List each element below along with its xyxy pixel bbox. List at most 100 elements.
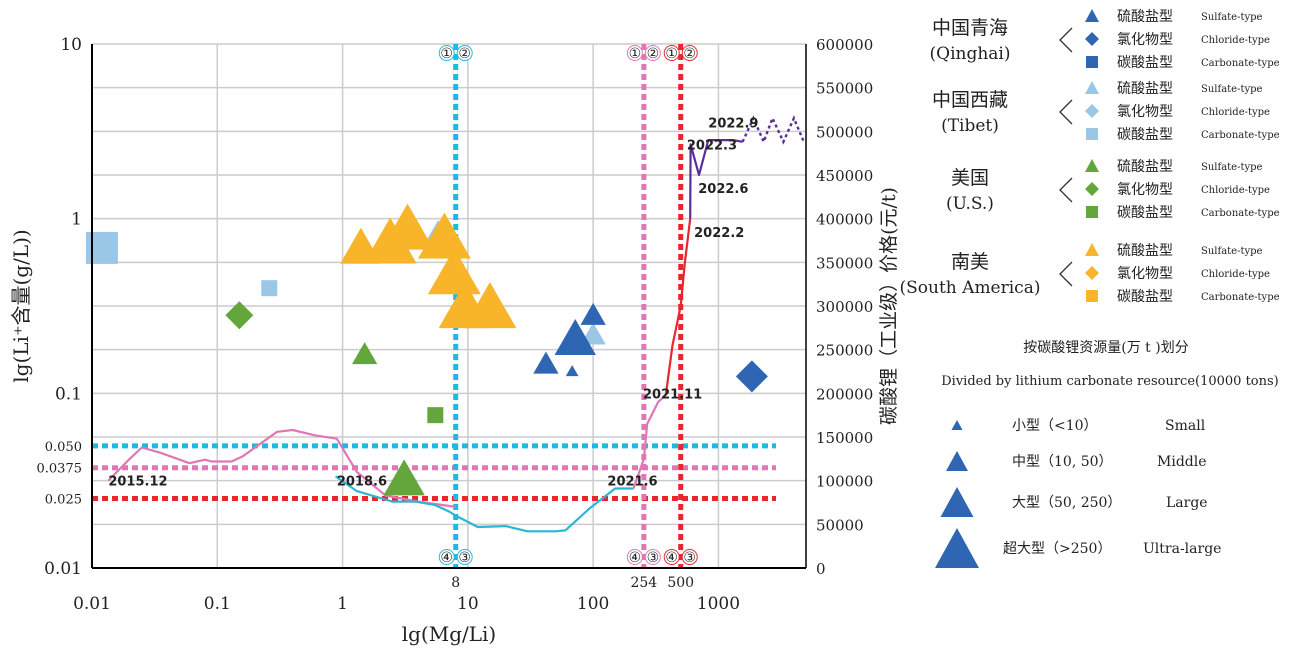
zone-marker-label: ②	[683, 46, 696, 62]
legend-item-cn: 碳酸盐型	[1117, 127, 1173, 143]
legend-group-name: 中国西藏	[932, 89, 1008, 111]
zone-marker-label: ①	[665, 46, 678, 62]
size-legend-marker	[951, 420, 963, 430]
legend-item-cn: 氯化物型	[1117, 266, 1173, 282]
y2-tick-label: 500000	[816, 123, 873, 141]
y-axis-title: lg(Li⁺含量(g/L))	[9, 229, 33, 382]
legend-marker-diamond	[1085, 266, 1099, 280]
legend-marker-triangle	[1085, 81, 1099, 94]
x-tick-label: 1	[337, 594, 348, 614]
size-legend-label-en: Ultra-large	[1143, 541, 1221, 557]
y2-tick-label: 300000	[816, 298, 873, 316]
legend-item-cn: 氯化物型	[1117, 104, 1173, 120]
data-point-triangle	[417, 212, 471, 259]
legend-marker-triangle	[1085, 9, 1099, 22]
x-extra-label: 500	[667, 575, 694, 591]
price-series	[107, 115, 805, 533]
legend-item-cn: 硫酸盐型	[1117, 81, 1173, 97]
data-point-square	[261, 280, 278, 297]
zone-marker-circle	[681, 549, 698, 565]
zone-marker-label: ③	[683, 550, 696, 566]
x-extra-label: 254	[630, 575, 657, 591]
zone-marker-circle	[663, 549, 680, 565]
size-legend-title-en: Divided by lithium carbonate resource(10…	[941, 374, 1279, 389]
zone-marker-circle	[438, 45, 455, 61]
zone-marker-circle	[681, 45, 698, 61]
legend-item-en: Carbonate-type	[1201, 130, 1280, 141]
y-tick-label: 1	[71, 210, 82, 230]
y-extra-tick-label: 0.0375	[37, 462, 83, 477]
price-series-forecast	[741, 115, 805, 146]
y2-tick-label: 100000	[816, 473, 873, 491]
zone-marker-label: ④	[629, 550, 642, 566]
legend-group-name-en: (Qinghai)	[930, 44, 1011, 64]
zone-marker-circle	[663, 45, 680, 61]
data-point-square	[85, 231, 118, 264]
legend-item-en: Carbonate-type	[1201, 208, 1280, 219]
zone-marker-label: ④	[440, 550, 453, 566]
size-legend-label-en: Small	[1165, 418, 1206, 434]
legend-item-en: Carbonate-type	[1201, 58, 1280, 69]
data-point-square	[427, 407, 444, 424]
legend-marker-diamond	[1085, 182, 1099, 196]
x-tick-label: 10	[457, 594, 479, 614]
y2-tick-label: 350000	[816, 254, 873, 272]
zone-marker-circle	[456, 549, 473, 565]
x-extra-label: 8	[451, 575, 460, 591]
legend-item-en: Sulfate-type	[1201, 84, 1263, 95]
x-axis-title: lg(Mg/Li)	[402, 622, 497, 646]
price-series-line	[334, 475, 634, 533]
data-point-diamond	[735, 360, 768, 393]
date-annotation: 2021.6	[607, 475, 657, 490]
legend-marker-square	[1086, 206, 1098, 218]
data-point-diamond	[225, 301, 254, 330]
size-legend-marker	[946, 451, 968, 471]
date-annotation: 2015.12	[108, 475, 167, 490]
x-tick-label: 100	[577, 594, 609, 614]
legend-item-en: Chloride-type	[1201, 107, 1270, 118]
legend-item-en: Chloride-type	[1201, 185, 1270, 196]
legend-bracket	[1059, 261, 1073, 287]
legend-group-name-en: (U.S.)	[946, 194, 994, 214]
data-point-triangle	[580, 302, 606, 325]
y2-axis-title: 碳酸锂（工业级）价格(元/t)	[878, 187, 900, 425]
size-legend-label-en: Large	[1166, 495, 1208, 511]
y-tick-label: 0.1	[55, 384, 82, 404]
data-point-triangle	[351, 342, 378, 365]
zone-marker-label: ④	[665, 550, 678, 566]
legend-marker-triangle	[1085, 243, 1099, 256]
size-legend-marker	[935, 528, 979, 568]
zone-marker-circle	[626, 45, 643, 61]
zone-marker-label: ③	[647, 550, 660, 566]
annotations: 2015.12 2018.6 2021.6 2021.11 2022.2 2022.3 20…	[108, 117, 758, 490]
legend-bracket	[1059, 27, 1073, 53]
legend-marker-triangle	[1085, 159, 1099, 172]
legend-group-name-en: (Tibet)	[941, 116, 999, 136]
legend-item-en: Sulfate-type	[1201, 162, 1263, 173]
size-legend-label: 中型（10, 50）	[1012, 454, 1113, 470]
legend-group-name-en: (South America)	[900, 278, 1041, 298]
zone-marker-label: ①	[440, 46, 453, 62]
legend-item-cn: 碳酸盐型	[1117, 55, 1173, 71]
price-series-line	[664, 218, 692, 396]
data-point-triangle	[533, 351, 559, 374]
size-legend-label: 小型（<10）	[1012, 418, 1098, 434]
y2-tick-label: 450000	[816, 167, 873, 185]
zone-marker-circle	[626, 549, 643, 565]
legend-item-en: Carbonate-type	[1201, 292, 1280, 303]
zone-marker-circle	[456, 45, 473, 61]
legend-item-en: Sulfate-type	[1201, 12, 1263, 23]
grid	[91, 43, 806, 568]
size-legend-label-en: Middle	[1157, 454, 1207, 470]
date-annotation: 2022.6	[698, 182, 748, 197]
legend-marker-diamond	[1085, 104, 1099, 118]
y2-tick-label: 400000	[816, 211, 873, 229]
y2-tick-label: 600000	[816, 36, 873, 54]
legend-marker-square	[1086, 290, 1098, 302]
y2-tick-label: 0	[816, 560, 826, 578]
legend-item-cn: 硫酸盐型	[1117, 9, 1173, 25]
data-point-triangle	[580, 322, 606, 345]
zone-marker-label: ②	[647, 46, 660, 62]
y-extra-tick-label: 0.050	[45, 440, 82, 455]
zone-marker-label: ①	[629, 46, 642, 62]
